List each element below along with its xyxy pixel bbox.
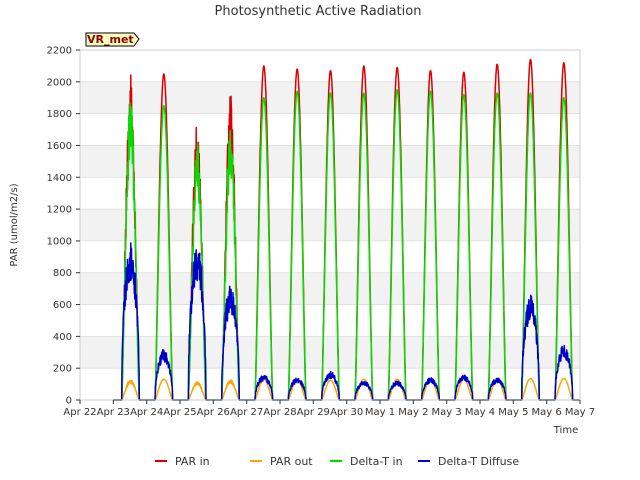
x-tick-label: Apr 25 bbox=[163, 407, 196, 418]
y-tick-label: 1000 bbox=[47, 236, 72, 247]
legend-par-in-label: PAR in bbox=[175, 455, 210, 468]
x-tick-label: May 5 bbox=[498, 407, 528, 418]
chart-title: Photosynthetic Active Radiation bbox=[215, 4, 422, 19]
legend: PAR in PAR out Delta-T in Delta-T Diffuse bbox=[155, 455, 519, 468]
svg-text:PAR (umol/m2/s): PAR (umol/m2/s) bbox=[9, 183, 20, 266]
y-tick-label: 1800 bbox=[47, 109, 72, 120]
legend-delta-t-in-label: Delta-T in bbox=[350, 455, 403, 468]
grid-band bbox=[80, 272, 580, 305]
y-tick-label: 800 bbox=[53, 268, 72, 279]
x-tick-label: Apr 26 bbox=[197, 407, 230, 418]
x-tick-label: May 1 bbox=[365, 407, 395, 418]
x-tick-label: May 4 bbox=[465, 407, 495, 418]
y-tick-label: 2200 bbox=[47, 46, 72, 57]
x-tick-label: May 2 bbox=[398, 407, 428, 418]
plot-frame bbox=[79, 49, 581, 401]
x-axis-label: Time bbox=[553, 425, 578, 436]
x-tick-label: Apr 24 bbox=[130, 407, 163, 418]
y-axis-label: PAR (umol/m2/s) bbox=[9, 183, 20, 266]
x-tick-label: May 7 bbox=[565, 407, 595, 418]
x-tick-label: Apr 29 bbox=[297, 407, 330, 418]
y-tick-label: 2000 bbox=[47, 77, 72, 88]
y-tick-label: 0 bbox=[66, 396, 72, 407]
x-tick-label: Apr 22 bbox=[63, 407, 96, 418]
x-tick-label: May 3 bbox=[432, 407, 462, 418]
badge: VR_met bbox=[85, 32, 140, 47]
axes: 0 200 400 600 800 1000 1200 1400 1600 1800 2000 220… bbox=[47, 46, 596, 419]
svg-text:VR_met: VR_met bbox=[87, 33, 134, 46]
y-tick-label: 1400 bbox=[47, 173, 72, 184]
legend-delta-t-diffuse-label: Delta-T Diffuse bbox=[438, 455, 519, 468]
grid-band bbox=[80, 209, 580, 241]
x-tick-label: Apr 30 bbox=[330, 407, 363, 418]
grid-band bbox=[80, 145, 580, 178]
x-tick-label: Apr 28 bbox=[263, 407, 296, 418]
y-tick-label: 1200 bbox=[47, 205, 72, 216]
y-tick-label: 400 bbox=[53, 332, 72, 343]
x-tick-label: Apr 27 bbox=[230, 407, 263, 418]
x-tick-label: Apr 23 bbox=[97, 407, 130, 418]
legend-par-out-label: PAR out bbox=[270, 455, 313, 468]
y-tick-label: 1600 bbox=[47, 141, 72, 152]
y-tick-label: 200 bbox=[53, 364, 72, 375]
y-tick-label: 600 bbox=[53, 300, 72, 311]
x-tick-label: May 6 bbox=[532, 407, 562, 418]
